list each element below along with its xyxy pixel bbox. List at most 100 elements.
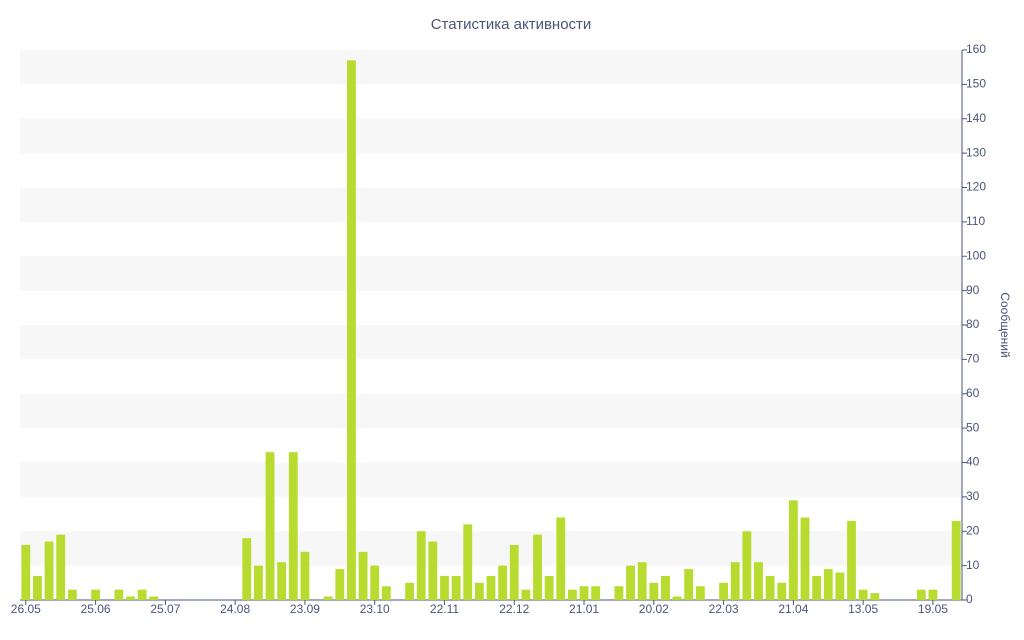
bar [800, 517, 810, 600]
bar [300, 551, 310, 600]
bar [730, 562, 740, 600]
grid-band [20, 118, 962, 154]
bar [637, 562, 647, 600]
bar [370, 565, 380, 600]
y-tick-label: 60 [966, 386, 980, 400]
bar [567, 589, 577, 600]
y-tick-label: 10 [966, 558, 980, 572]
bar [114, 589, 124, 600]
x-tick-label: 13.05 [848, 602, 878, 616]
bar [428, 541, 438, 600]
grid-band [20, 393, 962, 429]
bar [823, 569, 833, 600]
bar [579, 586, 589, 600]
bar [56, 534, 66, 600]
bar [719, 582, 729, 600]
x-tick-label: 25.06 [81, 602, 111, 616]
bar [486, 575, 496, 600]
bar [440, 575, 449, 600]
bar [614, 586, 624, 600]
y-tick-label: 150 [966, 77, 986, 91]
bar [742, 531, 752, 600]
grid-band [20, 187, 962, 222]
bar [451, 575, 461, 600]
bar [916, 589, 926, 600]
bar [498, 565, 508, 600]
grid-band [20, 256, 962, 291]
bar [858, 589, 868, 600]
y-tick-label: 100 [966, 248, 986, 262]
bar [695, 586, 705, 600]
bar [277, 562, 287, 600]
bar [928, 589, 938, 600]
bar [649, 582, 659, 600]
bar [533, 534, 542, 600]
bar [591, 586, 601, 600]
bar [626, 565, 635, 600]
bar [754, 562, 763, 600]
y-tick-label: 120 [966, 180, 986, 194]
bar [684, 569, 694, 600]
y-tick-label: 50 [966, 420, 980, 434]
bar [847, 520, 856, 600]
bar [672, 596, 682, 600]
bar [788, 500, 798, 600]
x-tick-label: 20.02 [639, 602, 669, 616]
x-tick-label: 19.05 [918, 602, 948, 616]
y-tick-label: 110 [966, 214, 985, 228]
y-tick-label: 90 [966, 283, 980, 297]
bar [347, 60, 356, 600]
y-tick-label: 160 [966, 42, 986, 56]
bar [509, 545, 519, 600]
bar [67, 589, 77, 600]
y-tick-label: 80 [966, 317, 980, 331]
y-tick-label: 130 [966, 145, 986, 159]
chart-title: Статистика активности [431, 16, 592, 33]
y-axis-title: Сообщений [998, 292, 1012, 357]
bar [463, 524, 473, 600]
x-tick-label: 22.03 [709, 602, 739, 616]
bar [521, 589, 531, 600]
bar [544, 575, 554, 600]
bar [474, 582, 484, 600]
bar [416, 531, 426, 600]
x-tick-label: 26.05 [11, 602, 41, 616]
bar [323, 596, 333, 600]
bar [149, 596, 159, 600]
bar [556, 517, 566, 600]
bar [126, 596, 135, 600]
bar [661, 575, 670, 600]
y-tick-label: 70 [966, 352, 980, 366]
grid-band [20, 531, 962, 566]
bar [358, 551, 368, 600]
bar [870, 593, 880, 600]
x-tick-label: 25.07 [150, 602, 180, 616]
bar [288, 452, 298, 600]
x-tick-label: 24.08 [220, 602, 250, 616]
bar [242, 538, 252, 600]
bar [33, 575, 42, 600]
bar [405, 582, 415, 600]
x-tick-label: 23.09 [290, 602, 320, 616]
bar [335, 569, 345, 600]
bar [253, 565, 263, 600]
x-tick-label: 22.11 [430, 602, 459, 616]
bar [21, 545, 31, 600]
bar [381, 586, 391, 600]
y-tick-label: 140 [966, 111, 986, 125]
y-tick-label: 20 [966, 523, 980, 537]
grid-band [20, 50, 962, 85]
y-tick-label: 40 [966, 455, 980, 469]
y-tick-label: 0 [966, 592, 973, 606]
grid-band [20, 462, 962, 497]
grid-band [20, 325, 962, 360]
bar [835, 572, 845, 600]
x-tick-label: 22.12 [499, 602, 529, 616]
bar [137, 589, 147, 600]
bar [265, 452, 275, 600]
x-tick-label: 23.10 [360, 602, 390, 616]
bar [777, 582, 787, 600]
bar [44, 541, 54, 600]
